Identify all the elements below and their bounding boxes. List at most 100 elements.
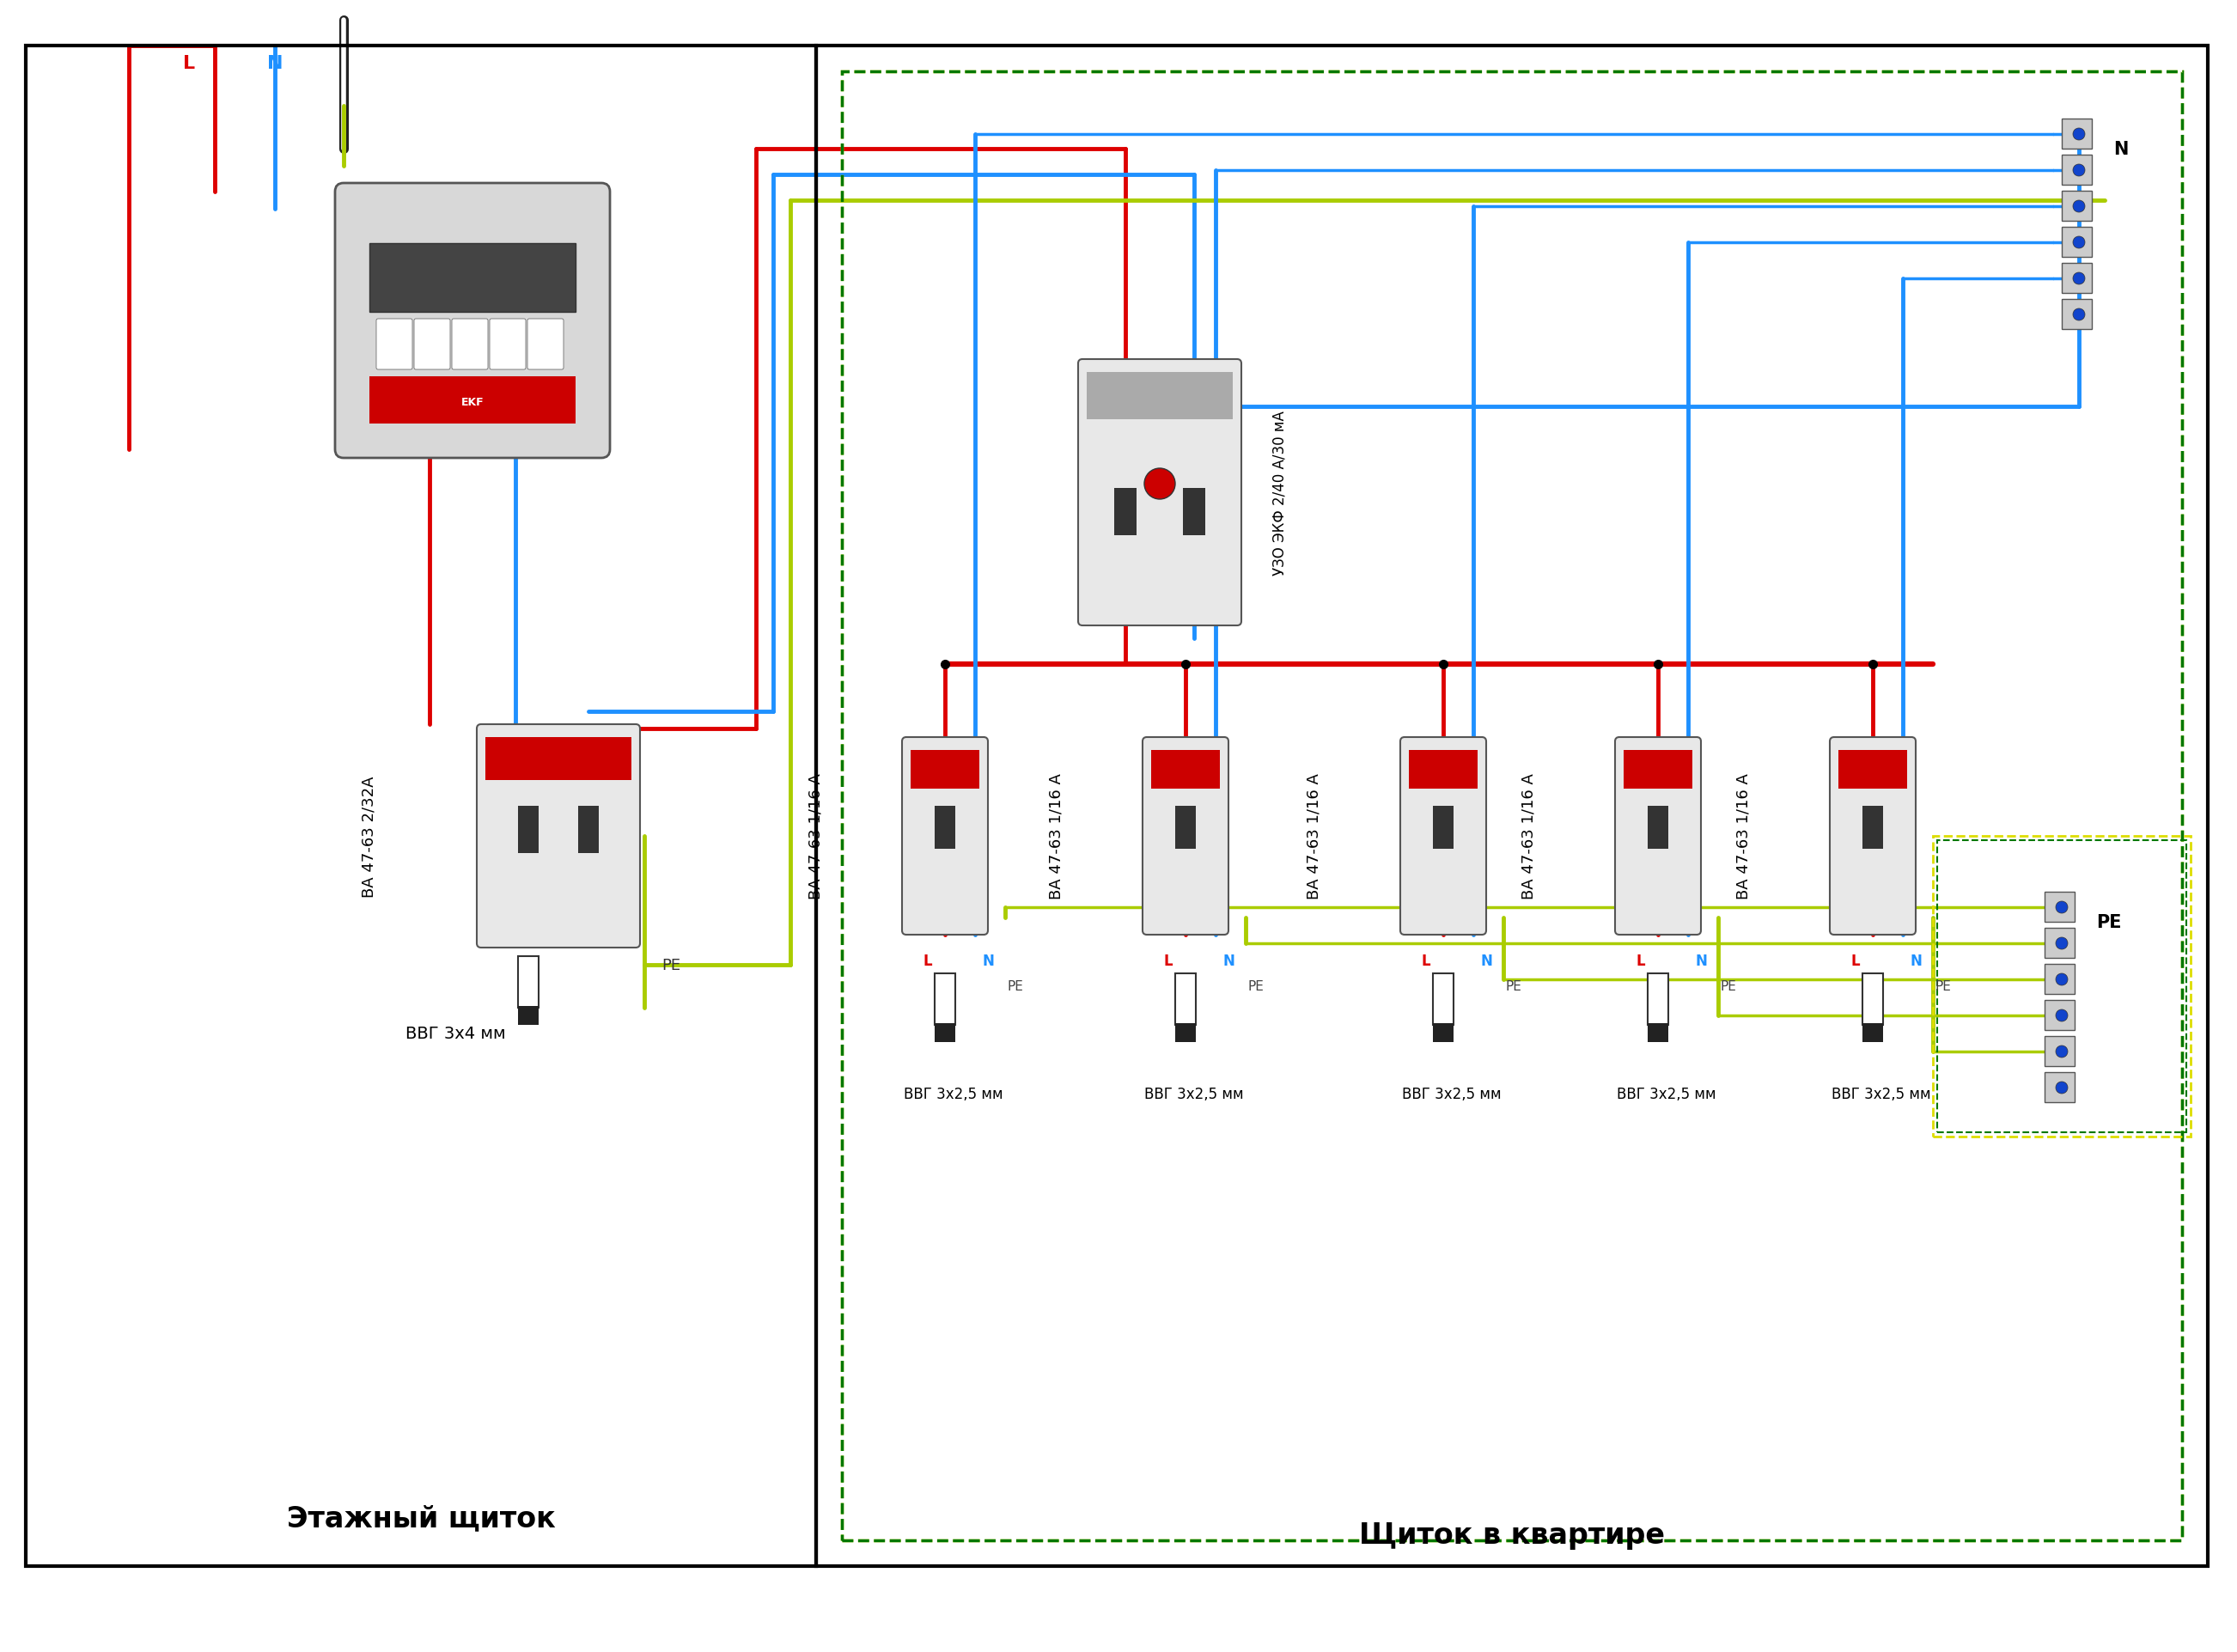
FancyBboxPatch shape [1143, 737, 1228, 935]
Bar [1409, 750, 1479, 790]
Text: ВА 47-63 2/32А: ВА 47-63 2/32А [362, 775, 378, 897]
Circle shape [1145, 469, 1174, 499]
Text: L: L [1163, 953, 1172, 968]
Bar [1839, 750, 1908, 790]
Text: PE: PE [1007, 980, 1025, 993]
Text: PE: PE [1720, 980, 1736, 993]
FancyBboxPatch shape [490, 319, 526, 370]
Text: ВА 47-63 1/16 А: ВА 47-63 1/16 А [1736, 773, 1752, 899]
Text: L: L [1420, 953, 1432, 968]
Text: L: L [1635, 953, 1646, 968]
Bar [1434, 1024, 1454, 1042]
Bar [2063, 228, 2092, 258]
Text: N: N [1221, 953, 1235, 968]
FancyBboxPatch shape [476, 725, 640, 948]
Text: N: N [266, 55, 282, 73]
Circle shape [2056, 1046, 2067, 1057]
Bar [1649, 973, 1669, 1026]
Bar [2045, 1001, 2074, 1031]
Bar [1087, 373, 1233, 420]
Text: L: L [183, 55, 195, 73]
Text: УЗО ЭКФ 2/40 А/30 мА: УЗО ЭКФ 2/40 А/30 мА [1271, 410, 1286, 575]
FancyBboxPatch shape [902, 737, 989, 935]
Bar [2063, 299, 2092, 330]
Circle shape [2074, 165, 2085, 177]
Bar [1863, 806, 1884, 849]
Text: N: N [982, 953, 993, 968]
Circle shape [2074, 309, 2085, 320]
Circle shape [2056, 1082, 2067, 1094]
Text: ВА 47-63 1/16 А: ВА 47-63 1/16 А [1306, 773, 1322, 899]
FancyBboxPatch shape [336, 183, 611, 459]
Bar [519, 957, 539, 1008]
Bar [1152, 750, 1219, 790]
FancyBboxPatch shape [1830, 737, 1915, 935]
Circle shape [2056, 973, 2067, 986]
FancyBboxPatch shape [452, 319, 488, 370]
Bar [519, 806, 539, 854]
Circle shape [2056, 938, 2067, 950]
Bar [369, 377, 575, 425]
Bar [2045, 1036, 2074, 1067]
Bar [2063, 119, 2092, 149]
Text: EKF: EKF [461, 396, 483, 408]
Bar [1649, 1024, 1669, 1042]
Bar [935, 1024, 955, 1042]
Circle shape [2074, 236, 2085, 249]
Bar [1183, 489, 1206, 535]
Bar [1434, 973, 1454, 1026]
Text: N: N [1696, 953, 1707, 968]
Text: N: N [2114, 140, 2127, 159]
Text: PE: PE [1248, 980, 1264, 993]
Circle shape [2056, 1009, 2067, 1023]
FancyBboxPatch shape [1400, 737, 1485, 935]
FancyBboxPatch shape [528, 319, 564, 370]
Circle shape [2074, 129, 2085, 140]
Text: L: L [1850, 953, 1861, 968]
Bar [935, 973, 955, 1026]
Text: PE: PE [1935, 980, 1951, 993]
Bar [1114, 489, 1136, 535]
Text: N: N [1481, 953, 1492, 968]
Text: ВВГ 3х4 мм: ВВГ 3х4 мм [405, 1026, 506, 1042]
Text: N: N [1910, 953, 1922, 968]
FancyBboxPatch shape [1078, 360, 1242, 626]
Bar [1863, 973, 1884, 1026]
Text: L: L [924, 953, 933, 968]
Text: PE: PE [1506, 980, 1521, 993]
Bar [1174, 806, 1197, 849]
Bar [2063, 264, 2092, 294]
Bar [369, 244, 575, 312]
Text: PE: PE [2096, 914, 2121, 930]
Bar [2045, 892, 2074, 922]
FancyBboxPatch shape [414, 319, 450, 370]
Bar [1863, 1024, 1884, 1042]
Bar [2045, 1072, 2074, 1102]
Circle shape [2074, 273, 2085, 286]
FancyBboxPatch shape [376, 319, 412, 370]
Bar [1649, 806, 1669, 849]
FancyBboxPatch shape [1615, 737, 1700, 935]
Bar [935, 806, 955, 849]
Bar [1174, 1024, 1197, 1042]
Bar [1434, 806, 1454, 849]
Text: Этажный щиток: Этажный щиток [286, 1503, 555, 1531]
Bar [1174, 973, 1197, 1026]
Text: PE: PE [662, 958, 680, 973]
Text: ВА 47-63 1/16 А: ВА 47-63 1/16 А [1521, 773, 1537, 899]
Text: ВВГ 3х2,5 мм: ВВГ 3х2,5 мм [1832, 1085, 1931, 1102]
Bar [2045, 965, 2074, 995]
Text: ВВГ 3х2,5 мм: ВВГ 3х2,5 мм [1617, 1085, 1716, 1102]
Bar [2063, 155, 2092, 185]
Text: ВА 47-63 1/16 А: ВА 47-63 1/16 А [808, 773, 823, 899]
Bar [519, 1006, 539, 1026]
Text: ВА 47-63 1/16 А: ВА 47-63 1/16 А [1049, 773, 1065, 899]
Circle shape [2056, 902, 2067, 914]
Text: ВВГ 3х2,5 мм: ВВГ 3х2,5 мм [1403, 1085, 1501, 1102]
Bar [2063, 192, 2092, 221]
Bar [910, 750, 980, 790]
Text: ВВГ 3х2,5 мм: ВВГ 3х2,5 мм [904, 1085, 1002, 1102]
Text: Щиток в квартире: Щиток в квартире [1360, 1520, 1664, 1550]
Text: ВВГ 3х2,5 мм: ВВГ 3х2,5 мм [1145, 1085, 1244, 1102]
Circle shape [2074, 202, 2085, 213]
